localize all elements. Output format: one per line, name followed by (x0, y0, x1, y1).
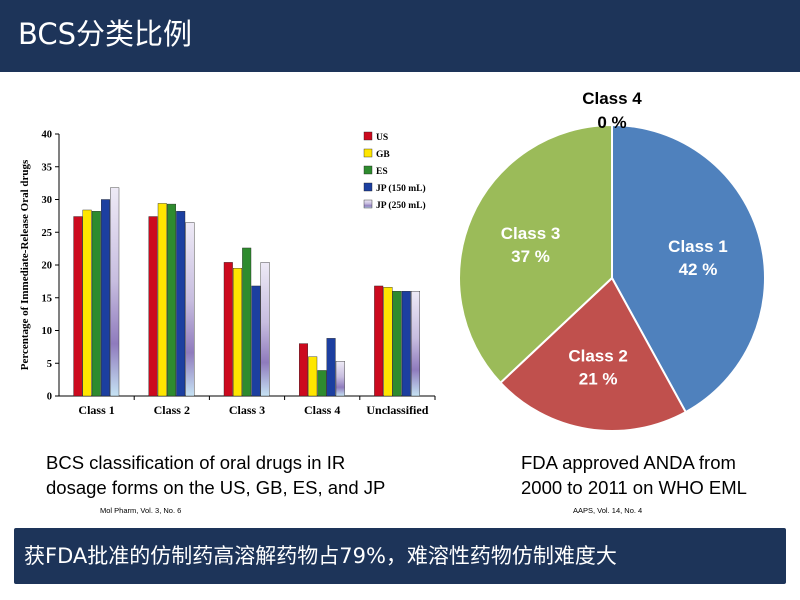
x-tick-label: Class 4 (304, 403, 340, 417)
bar (176, 211, 186, 397)
pie-caption-line-1: FDA approved ANDA from (521, 452, 736, 473)
bottom-banner-text: 获FDA批准的仿制药高溶解药物占79%，难溶性药物仿制难度大 (24, 544, 617, 568)
bottom-banner: 获FDA批准的仿制药高溶解药物占79%，难溶性药物仿制难度大 (14, 528, 786, 584)
pie-slice-value: 0 % (597, 113, 626, 132)
y-tick-label: 35 (42, 162, 53, 173)
y-tick-label: 30 (42, 195, 53, 206)
bar (166, 203, 176, 397)
legend-swatch (363, 131, 373, 141)
x-tick-label: Class 1 (78, 403, 114, 417)
bar (100, 199, 110, 397)
x-tick-label: Unclassified (366, 403, 428, 417)
bar (317, 370, 327, 397)
pie-slice (458, 123, 613, 385)
legend-label: GB (376, 150, 390, 160)
bar (326, 338, 336, 397)
pie-slice-value: 37 % (511, 247, 550, 266)
bar (157, 203, 167, 397)
legend-swatch (363, 199, 373, 209)
pie-slice (499, 276, 688, 432)
bar (251, 285, 261, 397)
bar (383, 287, 393, 397)
legend-label: JP (150 mL) (376, 183, 426, 194)
legend-label: ES (376, 167, 388, 177)
bar (260, 262, 270, 397)
bar-caption-line-1: BCS classification of oral drugs in IR (46, 452, 346, 473)
y-tick-label: 20 (42, 261, 53, 272)
bar (223, 262, 233, 397)
bar (401, 290, 411, 397)
bar (232, 268, 242, 397)
bar (242, 247, 252, 397)
bar (392, 290, 402, 397)
y-tick-label: 10 (42, 326, 53, 337)
bar (308, 356, 318, 397)
pie-chart: Class 1 42 % Class 2 21 % Class 3 37 % Class 4… (458, 89, 766, 432)
legend-swatch (363, 165, 373, 175)
title-bar: BCS分类比例 (0, 0, 800, 72)
y-tick-label: 15 (42, 293, 53, 304)
bar-chart-citation: Mol Pharm, Vol. 3, No. 6 (100, 506, 182, 515)
bar (185, 222, 195, 397)
pie-chart-citation: AAPS, Vol. 14, No. 4 (573, 506, 643, 515)
pie-slice-label: Class 1 (668, 237, 728, 256)
bar (299, 343, 309, 397)
bar (148, 216, 158, 397)
bar (82, 209, 92, 397)
legend-label: JP (250 mL) (376, 200, 426, 211)
bar (73, 216, 83, 397)
bar (91, 211, 101, 397)
pie-caption-line-2: 2000 to 2011 on WHO EML (521, 477, 747, 498)
y-tick-label: 0 (47, 392, 52, 403)
bar (374, 285, 384, 397)
legend-swatch (363, 148, 373, 158)
legend-swatch (363, 182, 373, 192)
bar-chart-caption: BCS classification of oral drugs in IR d… (46, 450, 385, 500)
pie-slice-label: Class 2 (568, 347, 628, 366)
slide-title: BCS分类比例 (18, 17, 193, 51)
bar-chart: 0 5 10 15 20 25 30 35 40 Percentage of Immediate-… (19, 130, 436, 417)
pie-slice-value: 21 % (579, 370, 618, 389)
x-tick-label: Class 2 (154, 403, 190, 417)
bar (110, 187, 120, 397)
pie-chart-caption: FDA approved ANDA from 2000 to 2011 on W… (521, 450, 747, 500)
legend-label: US (376, 133, 388, 143)
pie-slice-label: Class 4 (582, 89, 642, 108)
y-tick-label: 5 (47, 359, 52, 370)
x-tick-label: Class 3 (229, 403, 265, 417)
y-tick-label: 25 (42, 228, 53, 239)
pie-slice-value: 42 % (679, 260, 718, 279)
pie-slice (611, 123, 766, 414)
pie-slice-label: Class 3 (501, 224, 561, 243)
bar (335, 361, 345, 397)
y-tick-label: 40 (42, 130, 53, 141)
y-axis-title: Percentage of Immediate-Release Oral dru… (19, 159, 31, 370)
bar (411, 290, 421, 397)
bar-caption-line-2: dosage forms on the US, GB, ES, and JP (46, 477, 386, 498)
